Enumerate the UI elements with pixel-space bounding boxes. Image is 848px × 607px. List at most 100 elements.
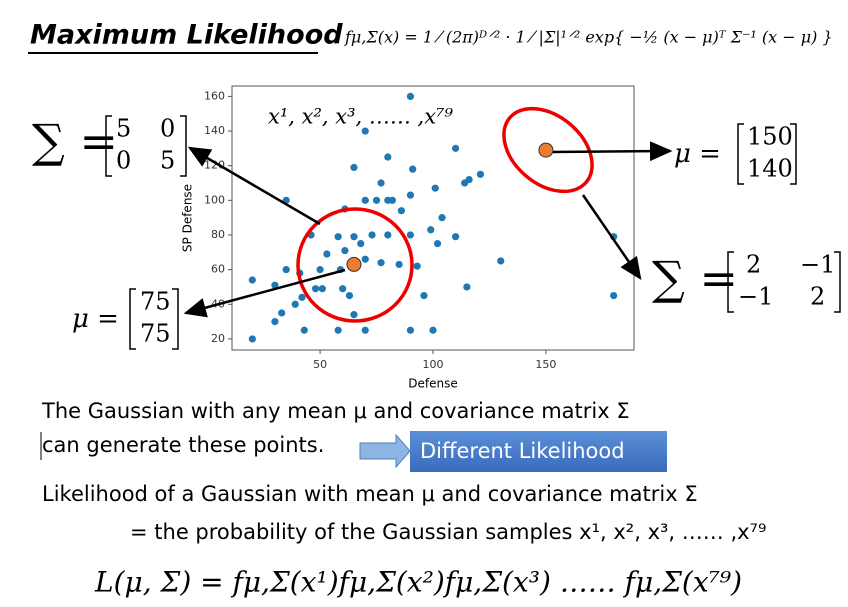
y-tick-label: 160 bbox=[204, 89, 225, 102]
matrix-entry: −1 bbox=[800, 251, 835, 279]
point bbox=[271, 281, 279, 289]
point bbox=[278, 309, 286, 317]
point bbox=[298, 293, 306, 301]
point bbox=[384, 231, 392, 239]
x-tick-label: 100 bbox=[423, 358, 444, 371]
bracket bbox=[105, 115, 187, 177]
point bbox=[311, 285, 320, 293]
x-tick-label: 150 bbox=[535, 358, 556, 371]
vector-entry: 75 bbox=[140, 320, 171, 348]
scatter-plot: 5010015020406080100120140160 bbox=[204, 85, 635, 371]
bracket bbox=[727, 251, 841, 313]
vector-entry: 140 bbox=[747, 155, 793, 183]
block-arrow bbox=[359, 433, 411, 469]
point bbox=[377, 179, 385, 187]
body-text: Likelihood of a Gaussian with mean μ and… bbox=[42, 482, 698, 506]
point bbox=[406, 326, 415, 334]
point bbox=[409, 165, 417, 173]
point bbox=[461, 179, 469, 187]
point bbox=[395, 260, 403, 269]
point bbox=[438, 214, 446, 222]
sigma-symbol: ∑ = bbox=[652, 251, 738, 305]
y-tick-label: 20 bbox=[211, 332, 225, 345]
point bbox=[361, 255, 369, 263]
ellipse-left bbox=[296, 207, 414, 323]
arrow bbox=[187, 146, 321, 226]
button bbox=[410, 431, 667, 472]
likelihood-equation: L(μ, Σ) = fμ,Σ(x¹)fμ,Σ(x²)fμ,Σ(x³) …… fμ… bbox=[94, 566, 742, 599]
button-label: Different Likelihood bbox=[420, 439, 625, 463]
point bbox=[397, 207, 405, 215]
point bbox=[271, 317, 279, 326]
point bbox=[318, 285, 326, 293]
point bbox=[345, 292, 354, 300]
matrix-entry: 5 bbox=[116, 115, 131, 143]
point bbox=[377, 259, 385, 267]
point bbox=[406, 231, 415, 239]
point bbox=[357, 240, 365, 248]
point bbox=[433, 240, 442, 248]
point bbox=[429, 326, 437, 334]
mu-symbol: μ = bbox=[72, 304, 119, 334]
bracket bbox=[129, 288, 179, 350]
point bbox=[350, 163, 358, 172]
y-tick-label: 60 bbox=[211, 263, 225, 276]
point bbox=[388, 196, 396, 204]
body-text: can generate these points. bbox=[42, 433, 324, 457]
point bbox=[291, 300, 299, 308]
y-tick-label: 140 bbox=[204, 124, 225, 137]
point bbox=[463, 283, 471, 291]
point bbox=[451, 233, 460, 241]
point bbox=[413, 262, 421, 270]
point bbox=[368, 231, 376, 239]
title: Maximum Likelihood bbox=[30, 20, 343, 51]
vector-entry: 150 bbox=[747, 123, 793, 151]
formula: fμ,Σ(x) = 1 ⁄ (2π)ᴰᐟ² · 1 ⁄ |Σ|¹ᐟ² exp{ … bbox=[344, 28, 833, 47]
mean-point bbox=[538, 142, 554, 158]
x-tick-label: 50 bbox=[313, 358, 327, 371]
arrow bbox=[581, 194, 642, 281]
point bbox=[427, 226, 435, 234]
point bbox=[384, 153, 392, 161]
point bbox=[334, 326, 342, 334]
y-tick-label: 100 bbox=[204, 193, 225, 206]
point bbox=[339, 285, 347, 293]
ellipse-right bbox=[502, 106, 594, 194]
point bbox=[300, 326, 308, 334]
point bbox=[350, 233, 358, 241]
mean-point bbox=[346, 256, 362, 272]
point bbox=[476, 170, 485, 178]
point bbox=[610, 292, 618, 300]
matrix-entry: −1 bbox=[738, 283, 773, 311]
point bbox=[341, 246, 349, 255]
matrix-entry: 2 bbox=[746, 251, 761, 279]
point bbox=[282, 266, 290, 274]
x-axis-label: Defense bbox=[408, 377, 457, 391]
arrow bbox=[183, 268, 346, 318]
vector-entry: 75 bbox=[140, 288, 171, 316]
body-text: The Gaussian with any mean μ and covaria… bbox=[41, 399, 630, 423]
y-axis-label: SP Defense bbox=[181, 184, 195, 252]
point bbox=[497, 257, 505, 265]
y-tick-label: 80 bbox=[211, 228, 225, 241]
point bbox=[323, 250, 331, 258]
sigma-symbol: ∑ = bbox=[32, 114, 118, 168]
matrix-entry: 0 bbox=[160, 115, 175, 143]
arrow bbox=[549, 141, 673, 162]
matrix-entry: 2 bbox=[810, 283, 825, 311]
matrix-entry: 0 bbox=[116, 147, 131, 175]
point bbox=[248, 276, 256, 284]
point bbox=[431, 184, 439, 192]
point bbox=[350, 311, 358, 319]
mu-symbol: μ = bbox=[674, 139, 721, 169]
body-text: = the probability of the Gaussian sample… bbox=[130, 520, 766, 544]
sample-annotation: x¹, x², x³, …… ,x⁷⁹ bbox=[268, 105, 453, 129]
point bbox=[361, 196, 369, 204]
bracket bbox=[737, 123, 797, 185]
point bbox=[451, 144, 460, 152]
point bbox=[406, 191, 415, 199]
point bbox=[248, 335, 256, 343]
matrix-entry: 5 bbox=[160, 147, 175, 175]
point bbox=[334, 233, 342, 241]
